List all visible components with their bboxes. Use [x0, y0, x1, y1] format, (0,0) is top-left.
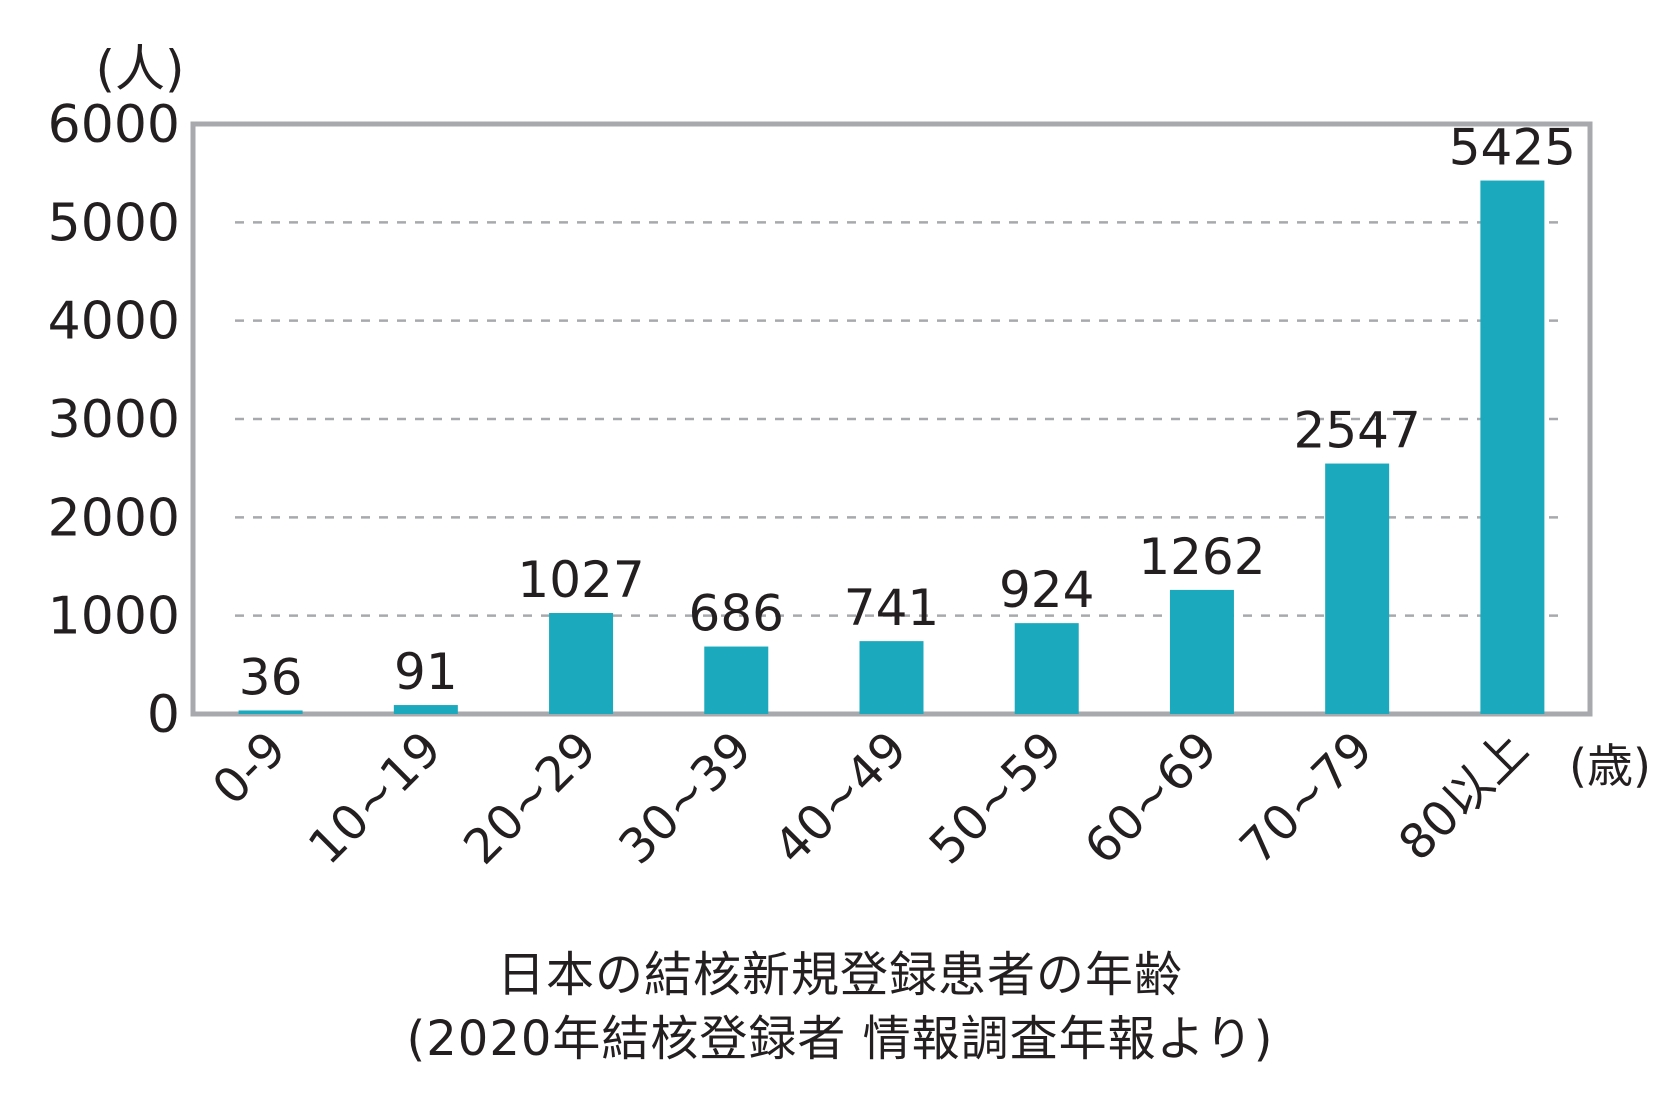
x-tick-labels: 0-9 10~19 20~29 30~39 40~49 50~59 60~69 70~79 80…: [202, 721, 1539, 875]
x-tick-label: 0-9: [202, 721, 297, 816]
bar-value-label: 5425: [1449, 119, 1576, 177]
x-tick-label: 20~29: [453, 721, 607, 875]
y-tick-label: 4000: [48, 292, 180, 352]
bar-value-label: 741: [844, 579, 939, 637]
bar: [859, 641, 924, 714]
x-tick-label: 10~19: [298, 721, 452, 875]
x-tick-label: 30~39: [608, 721, 762, 875]
bar: [1325, 463, 1390, 714]
y-tick-label: 0: [147, 685, 180, 745]
x-axis-unit-label: (歳): [1569, 739, 1651, 793]
gridlines: [235, 221, 1566, 617]
bar-value-label: 91: [394, 643, 458, 701]
x-tick-label: 40~49: [764, 721, 918, 875]
y-tick-labels: 0 1000 2000 3000 4000 5000 6000: [48, 95, 180, 745]
bar-value-label: 2547: [1294, 402, 1421, 460]
bar-value-label: 924: [999, 561, 1094, 619]
bar: [549, 613, 614, 714]
y-tick-label: 6000: [48, 95, 180, 155]
chart-caption-title: 日本の結核新規登録患者の年齢: [496, 947, 1183, 1003]
y-tick-label: 5000: [48, 193, 180, 253]
data-labels: 36 91 1027 686 741 924 1262 2547 5425: [239, 119, 1576, 707]
y-axis-unit-label: (人): [95, 40, 184, 98]
bar: [1480, 180, 1545, 714]
y-tick-label: 3000: [48, 390, 180, 450]
bar-value-label: 36: [239, 648, 303, 706]
bar: [393, 705, 458, 714]
x-tick-label: 70~79: [1229, 721, 1383, 875]
x-tick-label: 60~69: [1074, 721, 1228, 875]
bar-value-label: 1262: [1138, 528, 1265, 586]
x-tick-label: 50~59: [919, 721, 1073, 875]
bar: [1169, 589, 1234, 714]
bars: [238, 180, 1545, 714]
bar-value-label: 1027: [517, 551, 644, 609]
bar-chart-svg: 0 1000 2000 3000 4000 5000 6000 36 91 1027 686 741…: [48, 40, 1651, 875]
bar-value-label: 686: [689, 585, 784, 643]
y-tick-label: 1000: [48, 587, 180, 647]
bar: [238, 710, 303, 714]
x-tick-label: 80以上: [1388, 721, 1539, 872]
chart-caption-source: (2020年結核登録者 情報調査年報より): [406, 1011, 1274, 1067]
y-tick-label: 2000: [48, 488, 180, 548]
bar: [1014, 623, 1079, 714]
bar: [704, 646, 769, 714]
